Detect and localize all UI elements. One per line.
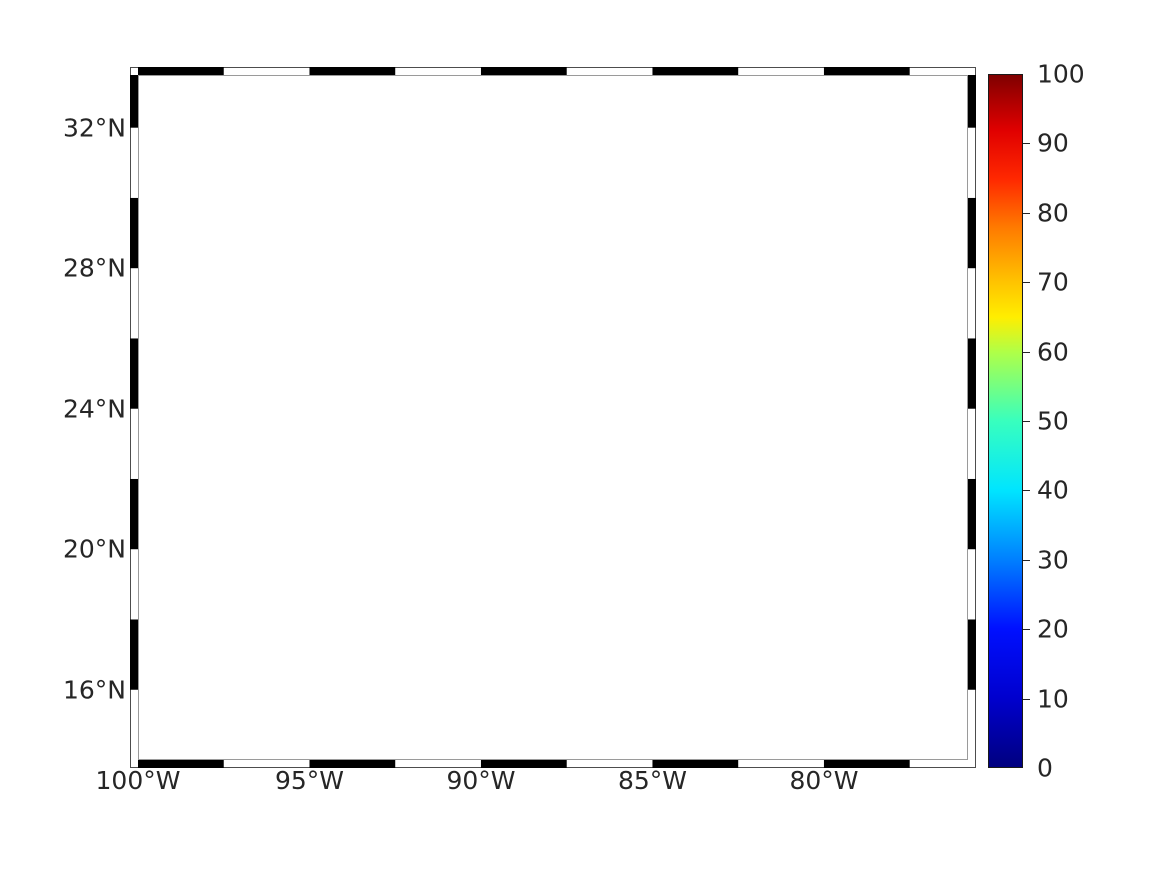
colorbar-tick-mark-8 — [1023, 629, 1030, 631]
colorbar-tick-label-6: 40 — [1037, 475, 1069, 505]
ytick-label-0: 32°N — [62, 113, 126, 143]
xtick-label-0: 100°W — [95, 766, 181, 795]
ytick-label-3: 20°N — [62, 534, 126, 564]
colorbar-tick-mark-6 — [1023, 490, 1030, 492]
ytick-label-4: 16°N — [62, 675, 126, 705]
colorbar-tick-label-5: 50 — [1037, 406, 1069, 436]
colorbar-tick-mark-9 — [1023, 698, 1030, 700]
colorbar-tick-label-3: 70 — [1037, 267, 1069, 297]
colorbar-tick-mark-4 — [1023, 351, 1030, 353]
colorbar-tick-mark-1 — [1023, 143, 1030, 145]
colorbar-tick-label-1: 90 — [1037, 128, 1069, 158]
map-raster — [138, 75, 968, 760]
ytick-label-2: 24°N — [62, 394, 126, 424]
xtick-label-1: 95°W — [274, 766, 345, 795]
xtick-label-3: 85°W — [617, 766, 688, 795]
colorbar-tick-mark-3 — [1023, 282, 1030, 284]
colorbar-gradient — [988, 74, 1023, 768]
map-clip — [138, 75, 968, 760]
colorbar-tick-mark-7 — [1023, 559, 1030, 561]
map-axes[interactable] — [138, 75, 968, 760]
colorbar-tick-label-9: 10 — [1037, 684, 1069, 714]
xtick-label-2: 90°W — [446, 766, 516, 795]
colorbar-tick-mark-5 — [1023, 421, 1030, 422]
colorbar-tick-label-7: 30 — [1037, 545, 1069, 575]
ytick-label-1: 28°N — [62, 253, 126, 283]
colorbar-tick-label-4: 60 — [1037, 337, 1069, 367]
colorbar-tick-label-10: 0 — [1037, 753, 1053, 783]
colorbar-tick-label-8: 20 — [1037, 614, 1069, 644]
colorbar-tick-mark-2 — [1023, 212, 1030, 214]
xtick-label-4: 80°W — [789, 766, 859, 795]
colorbar-tick-label-2: 80 — [1037, 198, 1069, 228]
colorbar[interactable]: 100 90 80 70 60 50 40 30 20 10 0 — [988, 60, 1085, 783]
colorbar-tick-label-0: 100 — [1037, 59, 1085, 89]
